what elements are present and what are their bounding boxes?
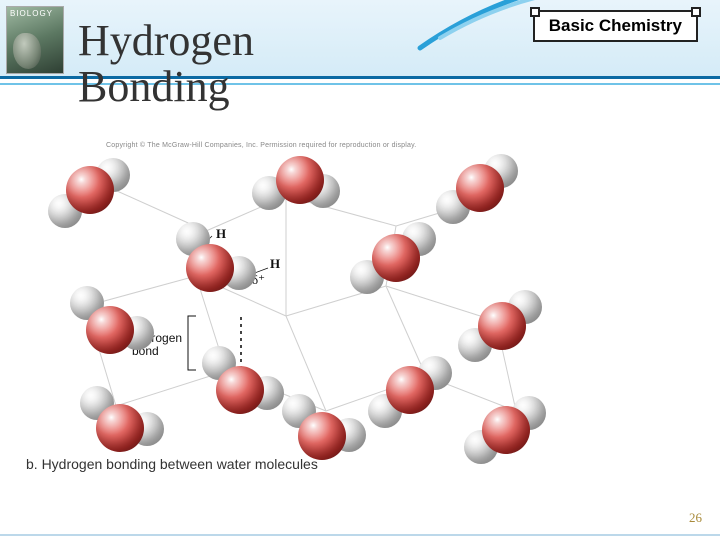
- oxygen-atom: [386, 366, 434, 414]
- oxygen-atom: [66, 166, 114, 214]
- label-H-right: H: [270, 256, 280, 272]
- oxygen-atom: [186, 244, 234, 292]
- label-H-top: H: [216, 226, 226, 242]
- page-number: 26: [689, 510, 702, 526]
- oxygen-atom: [456, 164, 504, 212]
- oxygen-atom: [216, 366, 264, 414]
- title-line-1: Hydrogen: [78, 18, 254, 64]
- title-line-2: Bonding: [78, 64, 254, 110]
- oxygen-atom: [478, 302, 526, 350]
- topic-box: Basic Chemistry: [533, 10, 698, 42]
- oxygen-atom: [86, 306, 134, 354]
- topic-text: Basic Chemistry: [549, 16, 682, 35]
- oxygen-atom: [372, 234, 420, 282]
- oxygen-atom: [298, 412, 346, 460]
- oxygen-atom: [482, 406, 530, 454]
- figure-hydrogen-bonding: Copyright © The McGraw-Hill Companies, I…: [26, 142, 534, 474]
- oxygen-atom: [96, 404, 144, 452]
- figure-caption: b. Hydrogen bonding between water molecu…: [26, 456, 318, 472]
- molecule-canvas: δ⁻ H O δ⁺ H hydrogen bond: [26, 156, 534, 446]
- book-label: BIOLOGY: [10, 9, 53, 18]
- oxygen-atom: [276, 156, 324, 204]
- figure-copyright: Copyright © The McGraw-Hill Companies, I…: [106, 142, 416, 149]
- slide-title: Hydrogen Bonding: [78, 18, 254, 110]
- book-cover-thumbnail: BIOLOGY: [6, 6, 64, 74]
- molecule-layer: [26, 156, 534, 446]
- footer-rule: [0, 534, 720, 536]
